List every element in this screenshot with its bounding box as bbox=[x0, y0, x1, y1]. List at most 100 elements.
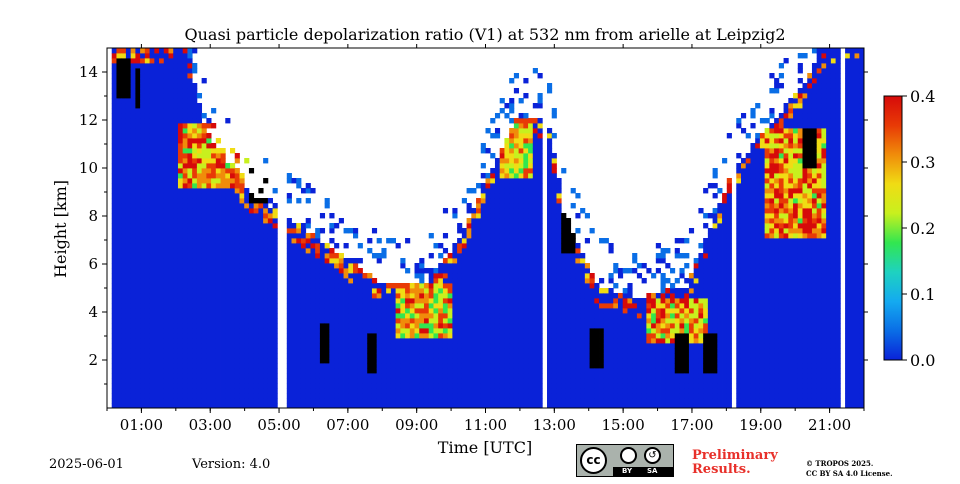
heatmap-cell bbox=[135, 358, 141, 364]
heatmap-cell bbox=[405, 343, 411, 349]
heatmap-cell bbox=[338, 378, 344, 384]
heatmap-cell bbox=[532, 208, 538, 214]
heatmap-cell bbox=[154, 248, 160, 254]
heatmap-cell bbox=[159, 378, 165, 384]
heatmap-cell bbox=[116, 183, 122, 189]
heatmap-cell bbox=[324, 338, 330, 344]
heatmap-cell bbox=[334, 278, 340, 284]
heatmap-cell bbox=[116, 403, 122, 409]
heatmap-cell bbox=[551, 153, 557, 159]
heatmap-cell bbox=[305, 188, 311, 194]
heatmap-cell bbox=[125, 208, 132, 214]
heatmap-cell bbox=[390, 238, 397, 244]
heatmap-cell bbox=[513, 343, 520, 349]
heatmap-cell bbox=[357, 328, 363, 334]
heatmap-cell bbox=[177, 378, 184, 384]
heatmap-cell bbox=[504, 348, 510, 354]
heatmap-cell bbox=[300, 348, 307, 354]
heatmap-cell bbox=[636, 323, 643, 329]
heatmap-cell bbox=[357, 368, 363, 374]
heatmap-cell bbox=[116, 113, 122, 119]
heatmap-cell bbox=[177, 178, 184, 184]
heatmap-cell bbox=[466, 293, 472, 299]
heatmap-cell bbox=[253, 403, 259, 409]
heatmap-cell bbox=[187, 348, 193, 354]
heatmap-cell bbox=[442, 398, 449, 404]
heatmap-cell bbox=[367, 248, 373, 254]
heatmap-cell bbox=[594, 313, 600, 319]
heatmap-cell bbox=[376, 328, 382, 334]
heatmap-cell bbox=[551, 313, 557, 319]
heatmap-cell bbox=[457, 383, 463, 389]
heatmap-cell bbox=[121, 108, 127, 114]
heatmap-cell bbox=[173, 363, 179, 369]
heatmap-cell bbox=[244, 383, 250, 389]
heatmap-cell bbox=[272, 333, 278, 339]
heatmap-cell bbox=[125, 223, 132, 229]
heatmap-cell bbox=[423, 333, 430, 339]
heatmap-cell bbox=[315, 283, 321, 289]
heatmap-cell bbox=[324, 263, 330, 269]
heatmap-cell bbox=[182, 388, 188, 394]
heatmap-cell bbox=[423, 398, 430, 404]
heatmap-cell bbox=[409, 333, 415, 339]
heatmap-cell bbox=[173, 333, 179, 339]
heatmap-cell bbox=[300, 398, 307, 404]
heatmap-cell bbox=[324, 398, 330, 404]
heatmap-cell bbox=[116, 293, 122, 299]
heatmap-cell bbox=[310, 363, 316, 369]
heatmap-cell bbox=[168, 238, 174, 244]
heatmap-cell bbox=[353, 353, 359, 359]
heatmap-cell bbox=[551, 403, 557, 409]
heatmap-cell bbox=[561, 313, 567, 319]
heatmap-cell bbox=[149, 273, 155, 279]
heatmap-cell bbox=[490, 273, 496, 279]
heatmap-cell bbox=[192, 303, 198, 309]
heatmap-cell bbox=[263, 308, 269, 314]
heatmap-cell bbox=[405, 318, 411, 324]
heatmap-cell bbox=[319, 333, 326, 339]
heatmap-cell bbox=[594, 283, 600, 289]
heatmap-cell bbox=[296, 268, 302, 274]
heatmap-cell bbox=[499, 308, 505, 314]
heatmap-cell bbox=[499, 108, 505, 114]
heatmap-cell bbox=[513, 128, 520, 134]
heatmap-cell bbox=[551, 378, 557, 384]
heatmap-cell bbox=[405, 323, 411, 329]
heatmap-cell bbox=[163, 393, 169, 399]
heatmap-cell bbox=[414, 343, 420, 349]
heatmap-cell bbox=[154, 73, 160, 79]
heatmap-cell bbox=[504, 298, 510, 304]
heatmap-cell bbox=[140, 88, 146, 94]
heatmap-cell bbox=[452, 278, 458, 284]
heatmap-cell bbox=[187, 373, 193, 379]
heatmap-cell bbox=[386, 398, 392, 404]
heatmap-cell bbox=[622, 298, 628, 304]
heatmap-cell bbox=[461, 198, 467, 204]
heatmap-cell bbox=[329, 333, 335, 339]
heatmap-cell bbox=[452, 353, 458, 359]
heatmap-cell bbox=[466, 203, 472, 209]
heatmap-cell bbox=[177, 243, 184, 249]
heatmap-cell bbox=[433, 333, 439, 339]
heatmap-cell bbox=[324, 318, 330, 324]
heatmap-cell bbox=[168, 53, 174, 59]
heatmap-cell bbox=[490, 383, 496, 389]
heatmap-cell bbox=[168, 123, 174, 129]
heatmap-cell bbox=[485, 328, 491, 334]
heatmap-cell bbox=[376, 238, 382, 244]
heatmap-cell bbox=[589, 373, 595, 379]
heatmap-cell bbox=[159, 363, 165, 369]
heatmap-cell bbox=[480, 373, 486, 379]
heatmap-cell bbox=[192, 63, 198, 69]
heatmap-cell bbox=[140, 403, 146, 409]
heatmap-cell bbox=[386, 348, 392, 354]
heatmap-cell bbox=[296, 183, 302, 189]
heatmap-cell bbox=[272, 268, 278, 274]
heatmap-cell bbox=[452, 293, 458, 299]
heatmap-cell bbox=[116, 63, 122, 69]
heatmap-cell bbox=[220, 258, 226, 264]
heatmap-cell bbox=[565, 348, 572, 354]
heatmap-cell bbox=[523, 398, 529, 404]
heatmap-cell bbox=[135, 113, 141, 119]
